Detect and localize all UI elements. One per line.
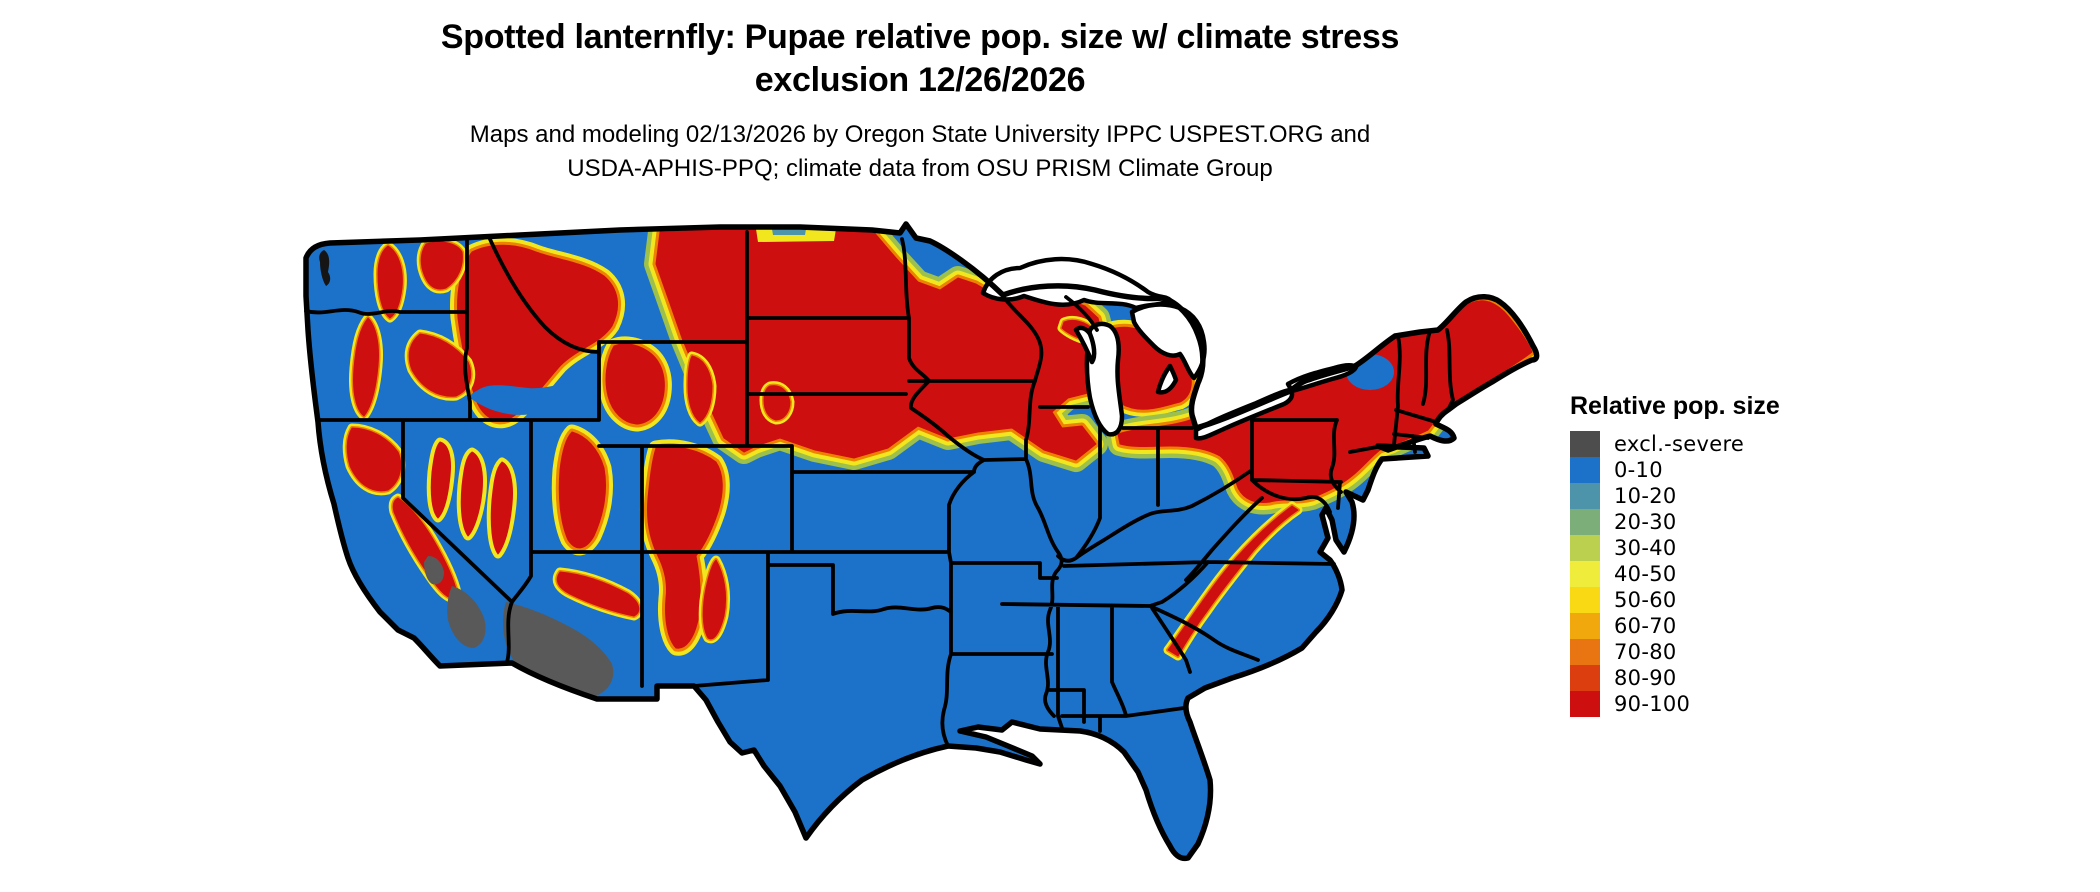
legend-item: 80-90	[1570, 665, 1870, 691]
legend-item: excl.-severe	[1570, 431, 1870, 457]
legend-label: 60-70	[1614, 614, 1677, 638]
legend-item: 20-30	[1570, 509, 1870, 535]
page-title-line2: exclusion 12/26/2026	[754, 61, 1086, 99]
legend-item: 90-100	[1570, 691, 1870, 717]
legend-label: 90-100	[1614, 692, 1691, 716]
header: Spotted lanternfly: Pupae relative pop. …	[0, 16, 1840, 186]
legend-label: 50-60	[1614, 588, 1677, 612]
legend-swatch	[1570, 587, 1600, 613]
snake-river-plain	[470, 381, 584, 415]
legend: Relative pop. size excl.-severe 0-10 10-20…	[1570, 392, 1870, 717]
page-subtitle-line1: Maps and modeling 02/13/2026 by Oregon S…	[469, 121, 1371, 148]
legend-label: 40-50	[1614, 562, 1677, 586]
legend-label: 80-90	[1614, 666, 1677, 690]
legend-swatch	[1570, 613, 1600, 639]
legend-item: 60-70	[1570, 613, 1870, 639]
legend-item: 30-40	[1570, 535, 1870, 561]
state-borders	[304, 230, 1455, 748]
legend-swatch	[1570, 691, 1600, 717]
legend-label: 70-80	[1614, 640, 1677, 664]
legend-label: excl.-severe	[1614, 432, 1745, 456]
legend-item: 70-80	[1570, 639, 1870, 665]
legend-swatch	[1570, 509, 1600, 535]
legend-swatch	[1570, 665, 1600, 691]
legend-rows: excl.-severe 0-10 10-20 20-30 30-40 40-50 50-6…	[1570, 431, 1870, 717]
page-title-line1: Spotted lanternfly: Pupae relative pop. …	[440, 18, 1400, 56]
page-subtitle: Maps and modeling 02/13/2026 by Oregon S…	[0, 118, 1840, 186]
legend-swatch	[1570, 535, 1600, 561]
legend-label: 10-20	[1614, 484, 1677, 508]
page-subtitle-line2: USDA-APHIS-PPQ; climate data from OSU PR…	[567, 155, 1273, 182]
legend-item: 40-50	[1570, 561, 1870, 587]
saginaw-bay	[1155, 363, 1179, 395]
legend-swatch	[1570, 457, 1600, 483]
legend-item: 10-20	[1570, 483, 1870, 509]
green-bay	[1073, 325, 1097, 365]
legend-label: 30-40	[1614, 536, 1677, 560]
legend-swatch	[1570, 483, 1600, 509]
north-dakota-border-band-teal	[772, 229, 806, 235]
legend-label: 0-10	[1614, 458, 1663, 482]
legend-label: 20-30	[1614, 510, 1677, 534]
legend-title: Relative pop. size	[1570, 392, 1780, 420]
legend-item: 0-10	[1570, 457, 1870, 483]
legend-item: 50-60	[1570, 587, 1870, 613]
legend-swatch	[1570, 561, 1600, 587]
puget-sound	[319, 250, 331, 286]
legend-swatch	[1570, 639, 1600, 665]
legend-swatch	[1570, 431, 1600, 457]
